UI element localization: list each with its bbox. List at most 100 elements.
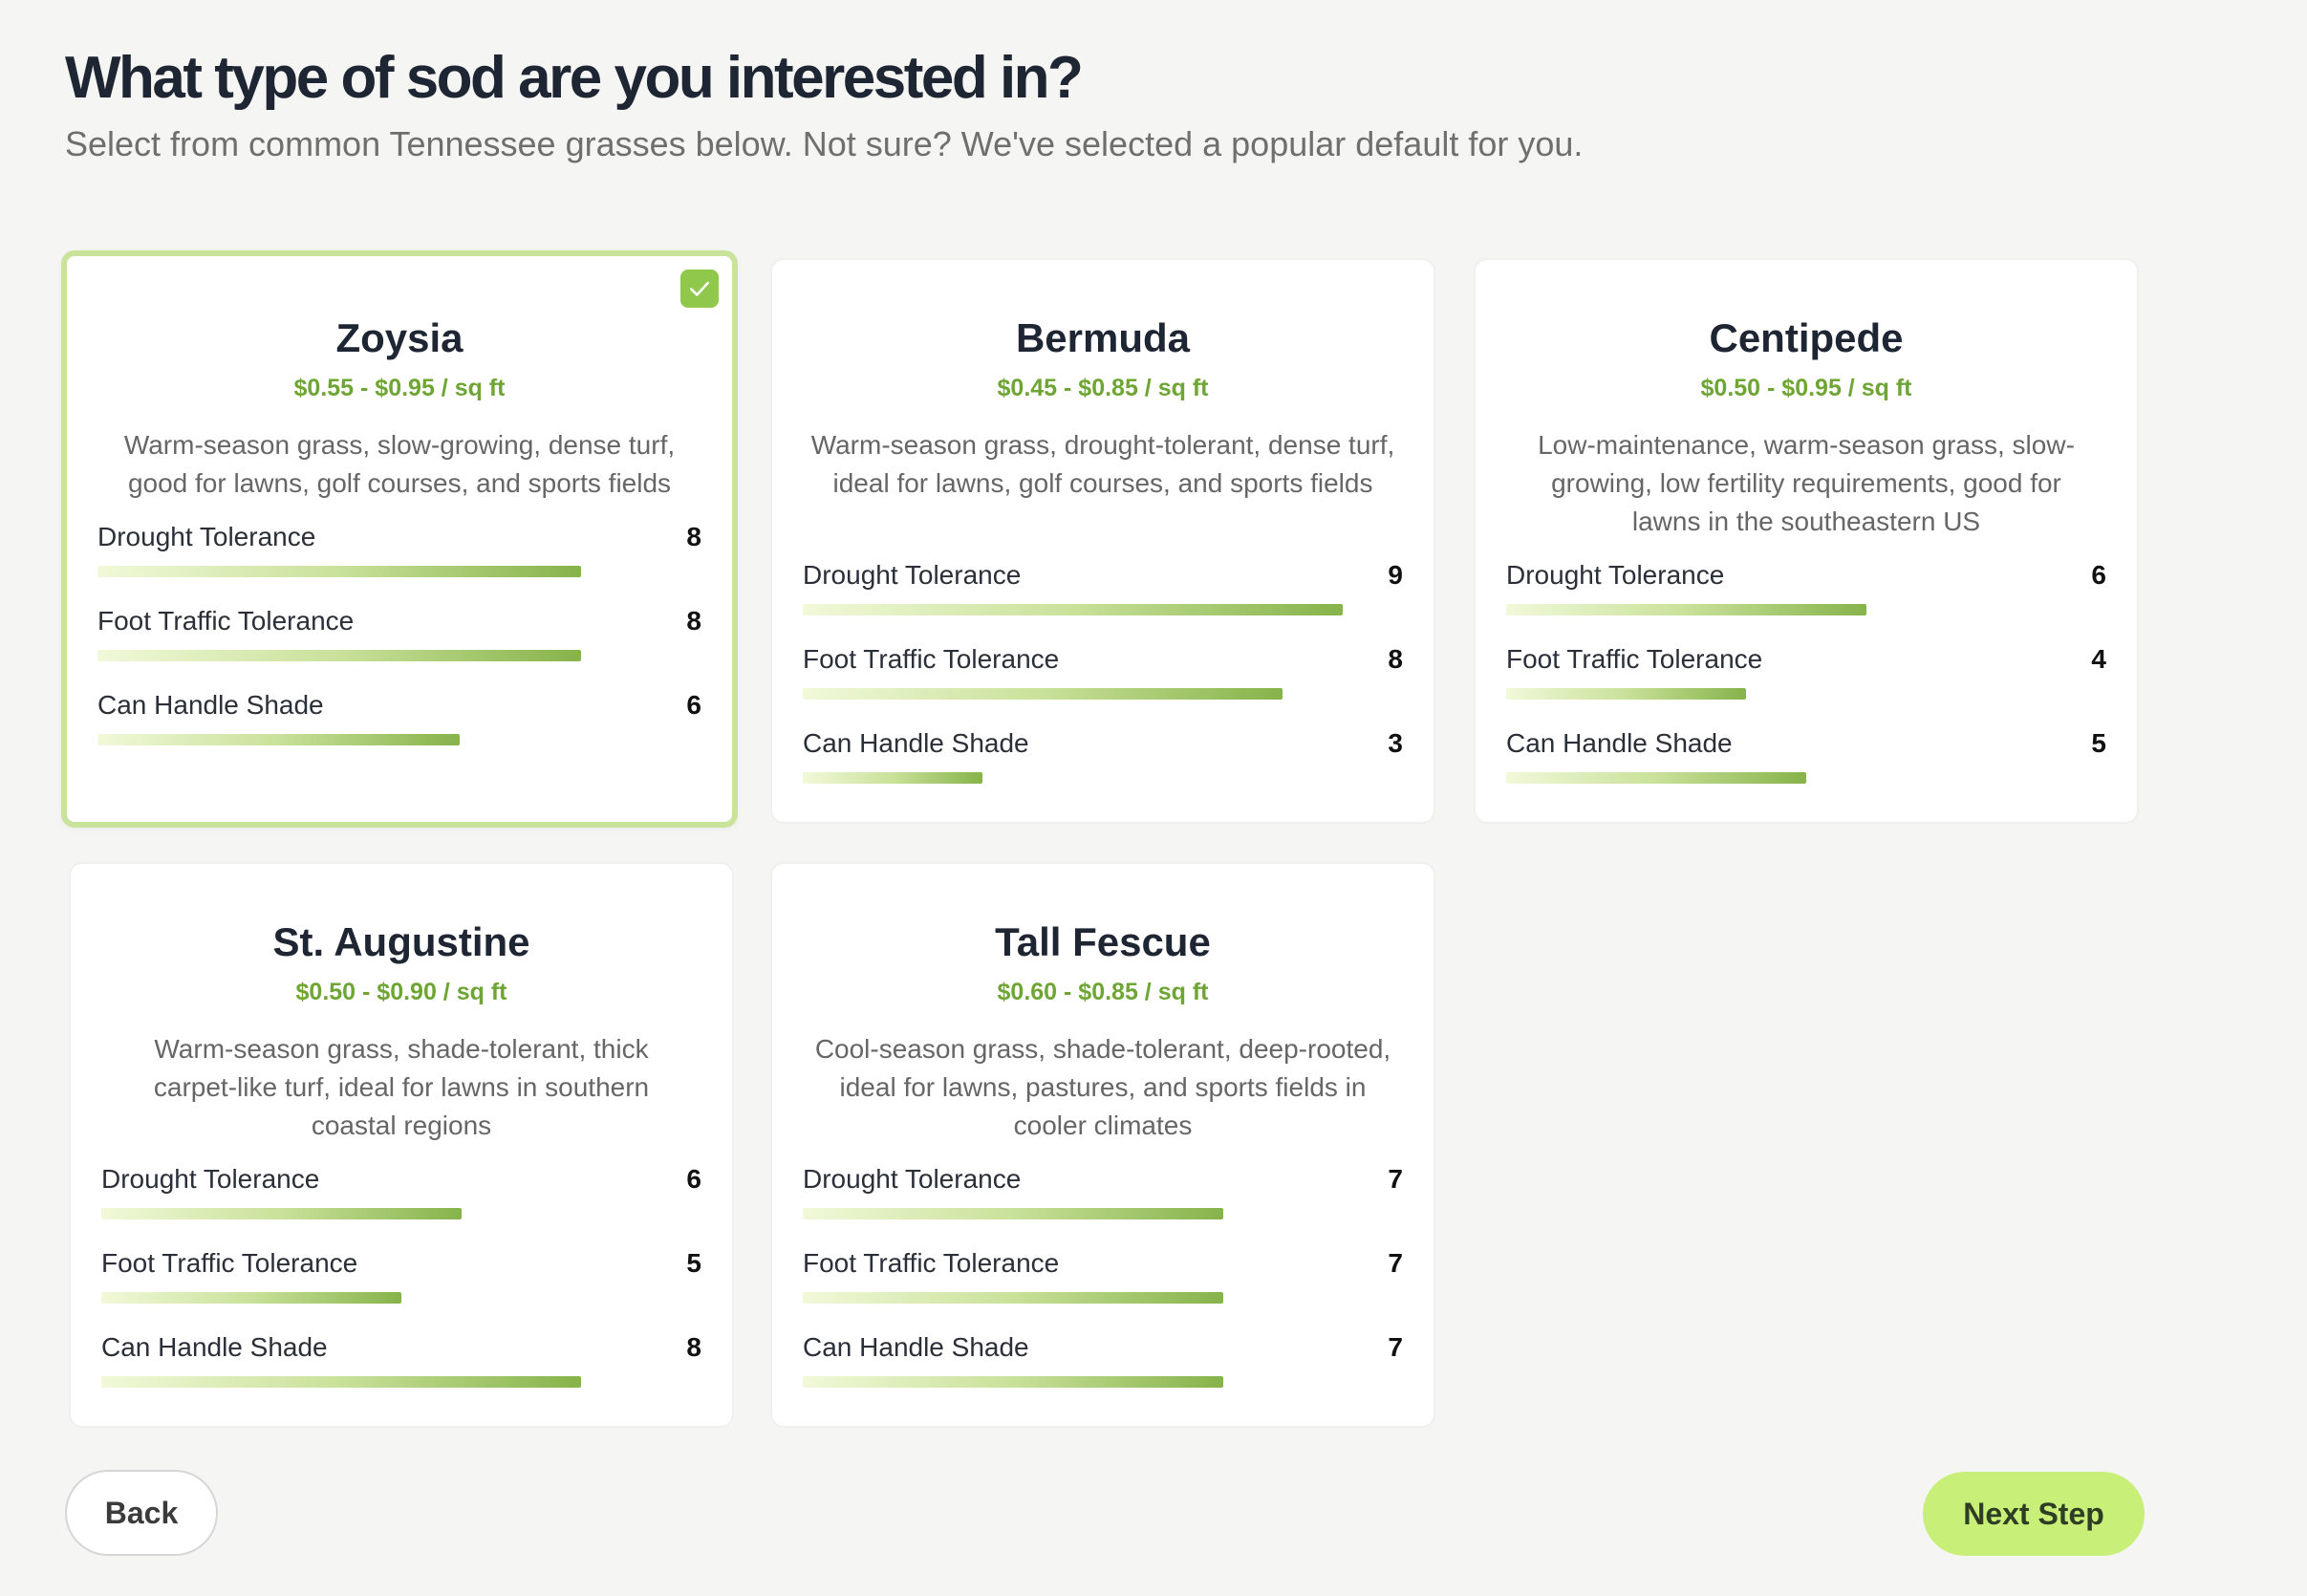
metric-bar-fill xyxy=(97,734,461,745)
card-description: Low-maintenance, warm-season grass, slow… xyxy=(1538,430,2075,536)
page-subtitle: Select from common Tennessee grasses bel… xyxy=(65,124,1584,163)
check-icon xyxy=(690,281,709,296)
metric-label: Foot Traffic Tolerance xyxy=(101,1248,358,1278)
metric-value: 3 xyxy=(1388,728,1403,758)
metric-shade-tolerance: Can Handle Shade 5 xyxy=(1506,726,2106,793)
metric-bar-fill xyxy=(803,1292,1223,1304)
metric-label: Foot Traffic Tolerance xyxy=(803,644,1060,674)
selected-check-badge xyxy=(680,270,719,308)
metric-bar-track xyxy=(101,1208,701,1219)
metric-bar-track xyxy=(1506,604,2106,615)
metric-foot-traffic-tolerance: Foot Traffic Tolerance 8 xyxy=(803,642,1403,709)
card-description: Warm-season grass, shade-tolerant, thick… xyxy=(153,1034,650,1140)
card-name: Zoysia xyxy=(335,315,464,360)
metric-drought-tolerance: Drought Tolerance 6 xyxy=(1506,558,2106,625)
page-title: What type of sod are you interested in? xyxy=(65,45,1084,111)
metric-value: 4 xyxy=(2091,644,2106,674)
metric-bar-track xyxy=(803,688,1403,700)
card-price: $0.50 - $0.95 / sq ft xyxy=(1700,375,1912,401)
metric-bar-fill xyxy=(101,1292,401,1304)
metric-bar-fill xyxy=(97,566,581,577)
metric-value: 8 xyxy=(686,522,701,551)
metric-drought-tolerance: Drought Tolerance 7 xyxy=(803,1162,1403,1229)
metric-drought-tolerance: Drought Tolerance 9 xyxy=(803,558,1403,625)
card-name: Centipede xyxy=(1709,315,1904,360)
metric-bar-fill xyxy=(101,1376,582,1388)
metric-shade-tolerance: Can Handle Shade 6 xyxy=(97,688,701,755)
metric-bar-track xyxy=(97,650,701,661)
metric-value: 5 xyxy=(2091,728,2106,758)
metric-shade-tolerance: Can Handle Shade 7 xyxy=(803,1330,1403,1397)
sod-card-zoysia[interactable]: Zoysia $0.55 - $0.95 / sq ft Warm-season… xyxy=(61,250,738,828)
card-name: Bermuda xyxy=(1015,315,1191,360)
card-description: Cool-season grass, shade-tolerant, deep-… xyxy=(814,1034,1391,1140)
metric-bar-track xyxy=(1506,772,2106,784)
metric-label: Can Handle Shade xyxy=(1506,728,1733,758)
card-description: Warm-season grass, drought-tolerant, den… xyxy=(810,430,1395,498)
metric-foot-traffic-tolerance: Foot Traffic Tolerance 4 xyxy=(1506,642,2106,709)
metric-bar-fill xyxy=(1506,688,1747,700)
metric-bar-fill xyxy=(1506,604,1866,615)
metric-bar-fill xyxy=(803,1208,1223,1219)
metric-bar-track xyxy=(97,734,701,745)
metric-bar-fill xyxy=(97,650,581,661)
metric-bar-fill xyxy=(101,1208,462,1219)
metric-label: Can Handle Shade xyxy=(803,728,1029,758)
metric-bar-track xyxy=(803,1292,1403,1304)
metric-bar-fill xyxy=(1506,772,1806,784)
metric-value: 7 xyxy=(1388,1164,1403,1194)
card-price: $0.45 - $0.85 / sq ft xyxy=(997,375,1209,401)
metric-bar-track xyxy=(803,604,1403,615)
metric-label: Foot Traffic Tolerance xyxy=(803,1248,1060,1278)
metric-bar-fill xyxy=(803,772,983,784)
metric-shade-tolerance: Can Handle Shade 3 xyxy=(803,726,1403,793)
metric-bar-fill xyxy=(803,688,1283,700)
card-price: $0.55 - $0.95 / sq ft xyxy=(293,375,506,401)
metric-value: 7 xyxy=(1388,1332,1403,1362)
metric-value: 8 xyxy=(686,1332,701,1362)
card-description: Warm-season grass, slow-growing, dense t… xyxy=(123,430,676,498)
metric-label: Drought Tolerance xyxy=(803,1164,1022,1194)
metric-label: Drought Tolerance xyxy=(803,560,1022,590)
metric-foot-traffic-tolerance: Foot Traffic Tolerance 5 xyxy=(101,1246,701,1313)
metric-value: 9 xyxy=(1388,560,1403,590)
metric-bar-track xyxy=(803,1376,1403,1388)
metric-bar-track xyxy=(803,772,1403,784)
metric-drought-tolerance: Drought Tolerance 6 xyxy=(101,1162,701,1229)
metric-bar-track xyxy=(101,1376,701,1388)
card-name: Tall Fescue xyxy=(995,919,1211,964)
metric-bar-track xyxy=(101,1292,701,1304)
metric-value: 8 xyxy=(1388,644,1403,674)
sod-card-centipede[interactable]: Centipede $0.50 - $0.95 / sq ft Low-main… xyxy=(1474,258,2139,824)
metric-value: 7 xyxy=(1388,1248,1403,1278)
metric-value: 6 xyxy=(686,1164,701,1194)
metric-label: Can Handle Shade xyxy=(803,1332,1029,1362)
metric-bar-fill xyxy=(803,604,1344,615)
metric-label: Drought Tolerance xyxy=(97,522,316,551)
metric-label: Foot Traffic Tolerance xyxy=(97,606,355,636)
back-button[interactable]: Back xyxy=(65,1470,218,1556)
sod-card-tall-fescue[interactable]: Tall Fescue $0.60 - $0.85 / sq ft Cool-s… xyxy=(770,862,1435,1428)
card-price: $0.50 - $0.90 / sq ft xyxy=(295,979,507,1005)
sod-selection-page: What type of sod are you interested in? … xyxy=(61,42,2148,1428)
card-name: St. Augustine xyxy=(272,919,530,964)
metric-bar-track xyxy=(97,566,701,577)
metric-label: Foot Traffic Tolerance xyxy=(1506,644,1763,674)
metric-bar-track xyxy=(803,1208,1403,1219)
next-step-button[interactable]: Next Step xyxy=(1923,1472,2145,1556)
metric-label: Drought Tolerance xyxy=(101,1164,320,1194)
metric-shade-tolerance: Can Handle Shade 8 xyxy=(101,1330,701,1397)
metric-value: 8 xyxy=(686,606,701,636)
metric-value: 6 xyxy=(686,690,701,720)
metric-label: Can Handle Shade xyxy=(101,1332,328,1362)
sod-card-bermuda[interactable]: Bermuda $0.45 - $0.85 / sq ft Warm-seaso… xyxy=(770,258,1435,824)
metric-bar-track xyxy=(1506,688,2106,700)
sod-card-st-augustine[interactable]: St. Augustine $0.50 - $0.90 / sq ft Warm… xyxy=(69,862,734,1428)
metric-value: 6 xyxy=(2091,560,2106,590)
metric-label: Drought Tolerance xyxy=(1506,560,1725,590)
metric-foot-traffic-tolerance: Foot Traffic Tolerance 7 xyxy=(803,1246,1403,1313)
metric-label: Can Handle Shade xyxy=(97,690,324,720)
metric-value: 5 xyxy=(686,1248,701,1278)
metric-foot-traffic-tolerance: Foot Traffic Tolerance 8 xyxy=(97,604,701,671)
sod-card-grid: Zoysia $0.55 - $0.95 / sq ft Warm-season… xyxy=(61,220,2148,1434)
